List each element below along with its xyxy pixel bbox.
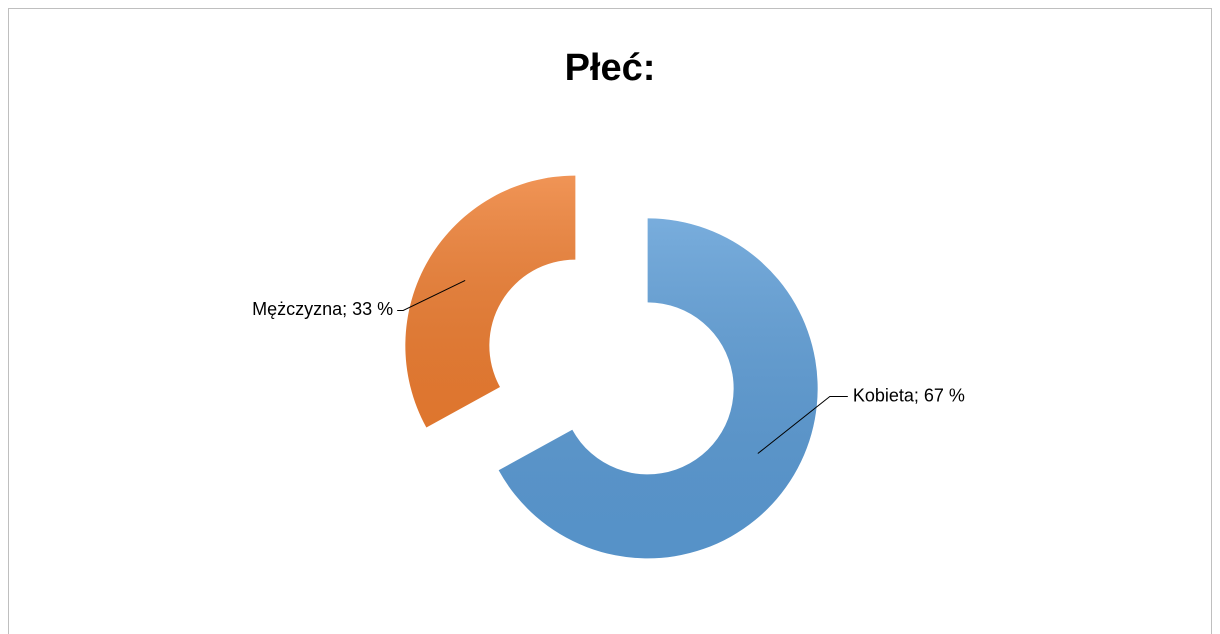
slice-shade (498, 218, 818, 559)
chart-frame (8, 8, 1212, 634)
data-label: Kobieta; 67 % (853, 385, 965, 405)
data-label: Mężczyzna; 33 % (252, 299, 393, 319)
leader-line (757, 396, 848, 454)
slice-shade (405, 175, 576, 428)
leader-line (397, 280, 466, 311)
chart-title: Płeć: (565, 47, 656, 89)
